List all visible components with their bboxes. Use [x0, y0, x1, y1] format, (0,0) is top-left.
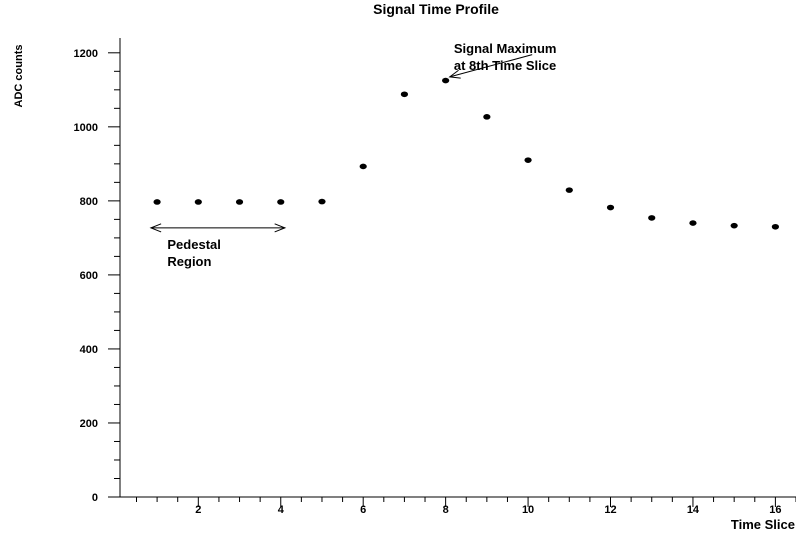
x-tick-label: 16	[769, 504, 781, 516]
data-point	[235, 199, 244, 205]
x-axis-label: Time Slice	[731, 517, 795, 532]
data-point	[400, 91, 409, 98]
annotation-text-max: Signal Maximum at 8th Time Slice	[454, 41, 557, 73]
x-tick-label: 14	[687, 504, 700, 516]
y-tick-label: 1000	[74, 122, 98, 134]
y-tick-label: 600	[80, 270, 98, 282]
y-tick-label: 1200	[74, 48, 98, 60]
y-tick-label: 400	[80, 344, 98, 356]
data-point	[483, 114, 491, 120]
range-arrowhead-right	[274, 223, 287, 233]
annotation-arrowhead	[448, 69, 461, 79]
data-point	[606, 204, 615, 211]
annotation-text-pedestal: Pedestal Region	[167, 237, 220, 269]
annotation-pedestal: Pedestal Region	[149, 223, 287, 269]
axes: 0 200 400 600 800 1000 1200 2 4 6 8 10 12 14 16	[74, 38, 796, 516]
x-tick-label: 12	[604, 504, 616, 516]
data-point	[771, 223, 779, 230]
y-tick-label: 0	[92, 492, 98, 504]
data-point	[359, 163, 367, 170]
data-point	[689, 220, 697, 226]
annotation-line: Pedestal	[167, 237, 220, 252]
x-tick-label: 10	[522, 504, 534, 516]
range-arrowhead-left	[149, 223, 162, 233]
y-axis-label: ADC counts	[13, 45, 25, 108]
annotation-line: Signal Maximum	[454, 41, 557, 56]
data-point	[318, 198, 326, 205]
annotation-line: at 8th Time Slice	[454, 58, 556, 73]
data-point	[730, 222, 738, 229]
x-tick-label: 4	[278, 504, 285, 516]
data-point	[153, 199, 161, 205]
annotation-line: Region	[167, 254, 211, 269]
x-tick-label: 2	[195, 504, 201, 516]
x-tick-label: 8	[443, 504, 449, 516]
annotation-max: Signal Maximum at 8th Time Slice	[448, 41, 557, 79]
data-point	[277, 199, 285, 205]
annotation-arrow-line	[449, 54, 533, 78]
data-point	[648, 215, 656, 221]
data-point	[194, 199, 202, 205]
annotations: Signal Maximum at 8th Time Slice Pedestal R…	[149, 41, 557, 269]
y-tick-label: 200	[80, 418, 98, 430]
chart-title: Signal Time Profile	[373, 1, 499, 17]
data-point	[565, 187, 573, 193]
data-point	[524, 157, 532, 163]
y-tick-label: 800	[80, 196, 98, 208]
x-tick-label: 6	[360, 504, 366, 516]
data-points	[153, 77, 779, 230]
data-point	[442, 77, 450, 84]
